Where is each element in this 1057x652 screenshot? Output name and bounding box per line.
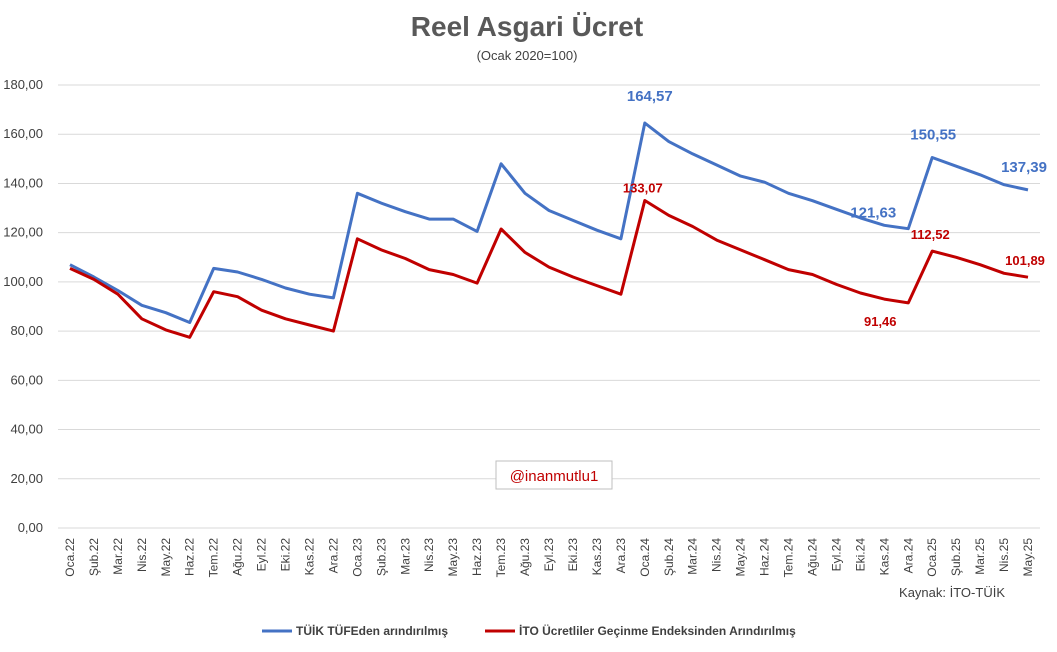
x-tick-label: Tem.23 [494, 538, 508, 578]
x-axis: Oca.22 Şub.22 Mar.22 Nis.22 May.22 Haz.22 Tem.… [63, 538, 1035, 578]
x-tick-label: May.24 [734, 538, 748, 577]
x-tick-label: Eki.23 [566, 538, 580, 572]
source-note: Kaynak: İTO-TÜİK [899, 585, 1005, 600]
series-line-tuik [69, 121, 1029, 324]
x-tick-label: Mar.22 [111, 538, 125, 575]
x-tick-label: Nis.24 [710, 538, 724, 572]
watermark-box: @inanmutlu1 [495, 460, 613, 490]
y-tick-label: 60,00 [10, 372, 43, 387]
data-label: 112,52 [911, 227, 950, 242]
y-tick-label: 100,00 [3, 274, 43, 289]
y-tick-label: 0,00 [18, 520, 43, 535]
x-tick-label: Ağu.23 [518, 538, 532, 576]
x-tick-label: Eyl.23 [542, 538, 556, 572]
x-tick-label: Nis.23 [422, 538, 436, 572]
y-tick-label: 40,00 [10, 422, 43, 437]
x-tick-label: Ara.24 [901, 538, 915, 574]
legend-label-ito: İTO Ücretliler Geçinme Endeksinden Arınd… [519, 623, 796, 638]
chart-subtitle: (Ocak 2020=100) [477, 48, 578, 63]
data-labels: 164,57 121,63 150,55 137,39 133,07 91,46 112,5… [623, 88, 1047, 329]
x-tick-label: Nis.22 [135, 538, 149, 572]
x-tick-label: Mar.24 [686, 538, 700, 575]
y-tick-label: 140,00 [3, 175, 43, 190]
y-tick-label: 160,00 [3, 126, 43, 141]
legend-label-tuik: TÜİK TÜFEden arındırılmış [296, 623, 448, 638]
x-tick-label: Haz.23 [470, 538, 484, 576]
y-tick-label: 180,00 [3, 77, 43, 92]
x-tick-label: Ağu.24 [805, 538, 819, 576]
data-label: 121,63 [850, 205, 896, 222]
x-tick-label: May.25 [1021, 538, 1035, 577]
y-tick-label: 20,00 [10, 471, 43, 486]
series-group [69, 121, 1029, 339]
data-label: 150,55 [910, 126, 956, 143]
data-label: 91,46 [864, 314, 897, 329]
x-tick-label: Tem.22 [207, 538, 221, 578]
x-tick-label: Mar.23 [398, 538, 412, 575]
x-tick-label: Oca.24 [638, 538, 652, 577]
x-tick-label: Oca.23 [350, 538, 364, 577]
x-tick-label: Şub.22 [87, 538, 101, 576]
x-tick-label: Kas.22 [302, 538, 316, 576]
x-tick-label: Ağu.22 [231, 538, 245, 576]
data-label: 101,89 [1005, 253, 1045, 268]
x-tick-label: Şub.25 [949, 538, 963, 576]
watermark-text: @inanmutlu1 [510, 468, 599, 485]
x-tick-label: Oca.25 [925, 538, 939, 577]
x-tick-label: Kas.24 [877, 538, 891, 576]
x-tick-label: Şub.23 [374, 538, 388, 576]
x-tick-label: Şub.24 [662, 538, 676, 576]
data-label: 137,39 [1001, 159, 1047, 176]
grid [58, 84, 1040, 529]
x-tick-label: Nis.25 [997, 538, 1011, 572]
x-tick-label: Tem.24 [782, 538, 796, 578]
x-tick-label: Haz.22 [183, 538, 197, 576]
data-label: 164,57 [627, 88, 673, 105]
x-tick-label: Ara.23 [614, 538, 628, 574]
chart-title: Reel Asgari Ücret [411, 11, 643, 42]
x-tick-label: Eyl.24 [829, 538, 843, 572]
x-tick-label: Eyl.22 [255, 538, 269, 572]
y-tick-label: 80,00 [10, 323, 43, 338]
x-tick-label: Eki.24 [853, 538, 867, 572]
x-tick-label: Kas.23 [590, 538, 604, 576]
series-line-ito [69, 199, 1029, 339]
data-label: 133,07 [623, 180, 663, 195]
x-tick-label: Ara.22 [326, 538, 340, 574]
x-tick-label: Oca.22 [63, 538, 77, 577]
y-axis: 0,00 20,00 40,00 60,00 80,00 100,00 120,00 140,… [3, 77, 43, 535]
x-tick-label: Eki.22 [279, 538, 293, 572]
legend: TÜİK TÜFEden arındırılmış İTO Ücretliler… [262, 623, 796, 638]
x-tick-label: Haz.24 [758, 538, 772, 576]
y-tick-label: 120,00 [3, 225, 43, 240]
x-tick-label: May.23 [446, 538, 460, 577]
x-tick-label: Mar.25 [973, 538, 987, 575]
x-tick-label: May.22 [159, 538, 173, 577]
